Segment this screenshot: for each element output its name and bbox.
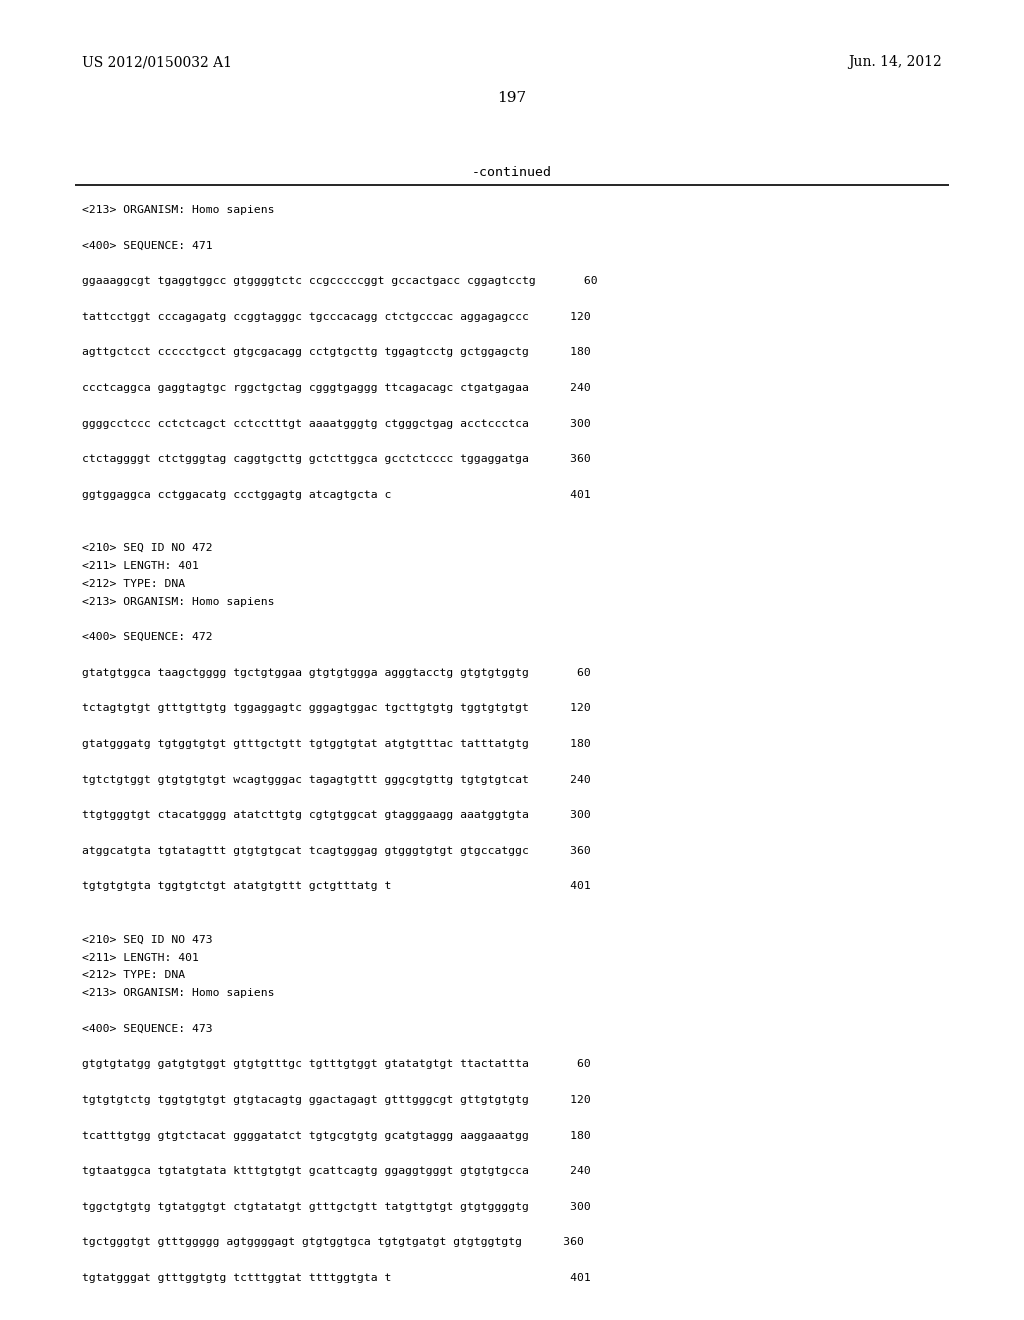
Text: atggcatgta tgtatagttt gtgtgtgcat tcagtgggag gtgggtgtgt gtgccatggc      360: atggcatgta tgtatagttt gtgtgtgcat tcagtgg… xyxy=(82,846,591,855)
Text: tgtctgtggt gtgtgtgtgt wcagtgggac tagagtgttt gggcgtgttg tgtgtgtcat      240: tgtctgtggt gtgtgtgtgt wcagtgggac tagagtg… xyxy=(82,775,591,784)
Text: <210> SEQ ID NO 472: <210> SEQ ID NO 472 xyxy=(82,544,213,553)
Text: ccctcaggca gaggtagtgc rggctgctag cgggtgaggg ttcagacagc ctgatgagaa      240: ccctcaggca gaggtagtgc rggctgctag cgggtga… xyxy=(82,383,591,393)
Text: gtatgtggca taagctgggg tgctgtggaa gtgtgtggga agggtacctg gtgtgtggtg       60: gtatgtggca taagctgggg tgctgtggaa gtgtgtg… xyxy=(82,668,591,677)
Text: <400> SEQUENCE: 473: <400> SEQUENCE: 473 xyxy=(82,1024,213,1034)
Text: <213> ORGANISM: Homo sapiens: <213> ORGANISM: Homo sapiens xyxy=(82,597,274,607)
Text: -continued: -continued xyxy=(472,165,552,178)
Text: <213> ORGANISM: Homo sapiens: <213> ORGANISM: Homo sapiens xyxy=(82,205,274,215)
Text: US 2012/0150032 A1: US 2012/0150032 A1 xyxy=(82,55,232,69)
Text: <211> LENGTH: 401: <211> LENGTH: 401 xyxy=(82,561,199,572)
Text: ggggcctccc cctctcagct cctcctttgt aaaatgggtg ctgggctgag acctccctca      300: ggggcctccc cctctcagct cctcctttgt aaaatgg… xyxy=(82,418,591,429)
Text: tcatttgtgg gtgtctacat ggggatatct tgtgcgtgtg gcatgtaggg aaggaaatgg      180: tcatttgtgg gtgtctacat ggggatatct tgtgcgt… xyxy=(82,1131,591,1140)
Text: tgtaatggca tgtatgtata ktttgtgtgt gcattcagtg ggaggtgggt gtgtgtgcca      240: tgtaatggca tgtatgtata ktttgtgtgt gcattca… xyxy=(82,1166,591,1176)
Text: ctctaggggt ctctgggtag caggtgcttg gctcttggca gcctctcccc tggaggatga      360: ctctaggggt ctctgggtag caggtgcttg gctcttg… xyxy=(82,454,591,465)
Text: <212> TYPE: DNA: <212> TYPE: DNA xyxy=(82,970,185,981)
Text: <212> TYPE: DNA: <212> TYPE: DNA xyxy=(82,578,185,589)
Text: <213> ORGANISM: Homo sapiens: <213> ORGANISM: Homo sapiens xyxy=(82,989,274,998)
Text: ttgtgggtgt ctacatgggg atatcttgtg cgtgtggcat gtagggaagg aaatggtgta      300: ttgtgggtgt ctacatgggg atatcttgtg cgtgtgg… xyxy=(82,810,591,820)
Text: <210> SEQ ID NO 473: <210> SEQ ID NO 473 xyxy=(82,935,213,945)
Text: ggaaaggcgt tgaggtggcc gtggggtctc ccgcccccggt gccactgacc cggagtcctg       60: ggaaaggcgt tgaggtggcc gtggggtctc ccgcccc… xyxy=(82,276,598,286)
Text: gtatgggatg tgtggtgtgt gtttgctgtt tgtggtgtat atgtgtttac tatttatgtg      180: gtatgggatg tgtggtgtgt gtttgctgtt tgtggtg… xyxy=(82,739,591,748)
Text: <400> SEQUENCE: 472: <400> SEQUENCE: 472 xyxy=(82,632,213,643)
Text: 197: 197 xyxy=(498,91,526,106)
Text: <211> LENGTH: 401: <211> LENGTH: 401 xyxy=(82,953,199,962)
Text: tgctgggtgt gtttggggg agtggggagt gtgtggtgca tgtgtgatgt gtgtggtgtg      360: tgctgggtgt gtttggggg agtggggagt gtgtggtg… xyxy=(82,1237,584,1247)
Text: gtgtgtatgg gatgtgtggt gtgtgtttgc tgtttgtggt gtatatgtgt ttactattta       60: gtgtgtatgg gatgtgtggt gtgtgtttgc tgtttgt… xyxy=(82,1060,591,1069)
Text: agttgctcct ccccctgcct gtgcgacagg cctgtgcttg tggagtcctg gctggagctg      180: agttgctcct ccccctgcct gtgcgacagg cctgtgc… xyxy=(82,347,591,358)
Text: ggtggaggca cctggacatg ccctggagtg atcagtgcta c                          401: ggtggaggca cctggacatg ccctggagtg atcagtg… xyxy=(82,490,591,500)
Text: tgtgtgtgta tggtgtctgt atatgtgttt gctgtttatg t                          401: tgtgtgtgta tggtgtctgt atatgtgttt gctgttt… xyxy=(82,882,591,891)
Text: tgtatgggat gtttggtgtg tctttggtat ttttggtgta t                          401: tgtatgggat gtttggtgtg tctttggtat ttttggt… xyxy=(82,1272,591,1283)
Text: <400> SEQUENCE: 471: <400> SEQUENCE: 471 xyxy=(82,240,213,251)
Text: tctagtgtgt gtttgttgtg tggaggagtc gggagtggac tgcttgtgtg tggtgtgtgt      120: tctagtgtgt gtttgttgtg tggaggagtc gggagtg… xyxy=(82,704,591,713)
Text: tgtgtgtctg tggtgtgtgt gtgtacagtg ggactagagt gtttgggcgt gttgtgtgtg      120: tgtgtgtctg tggtgtgtgt gtgtacagtg ggactag… xyxy=(82,1096,591,1105)
Text: tggctgtgtg tgtatggtgt ctgtatatgt gtttgctgtt tatgttgtgt gtgtggggtg      300: tggctgtgtg tgtatggtgt ctgtatatgt gtttgct… xyxy=(82,1201,591,1212)
Text: tattcctggt cccagagatg ccggtagggc tgcccacagg ctctgcccac aggagagccc      120: tattcctggt cccagagatg ccggtagggc tgcccac… xyxy=(82,312,591,322)
Text: Jun. 14, 2012: Jun. 14, 2012 xyxy=(848,55,942,69)
